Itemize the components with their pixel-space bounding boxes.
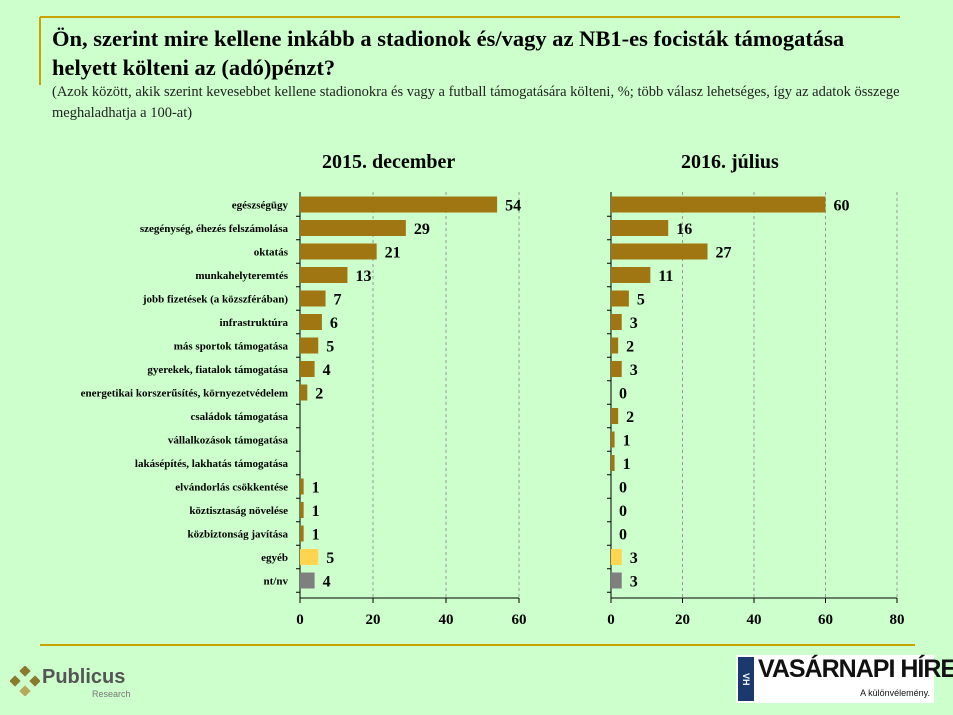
publicus-sub: Research	[92, 689, 131, 699]
data-label: 29	[414, 221, 430, 238]
bar	[611, 314, 622, 330]
bar	[611, 408, 619, 424]
bar	[611, 572, 622, 589]
bar	[300, 478, 304, 495]
bar	[300, 220, 406, 236]
data-label: 3	[630, 315, 638, 332]
category-label: lakásépítés, lakhatás támogatása	[135, 458, 289, 470]
bar	[300, 384, 308, 401]
data-label: 1	[312, 480, 320, 497]
bar	[611, 455, 615, 471]
data-label: 4	[323, 362, 331, 379]
x-tick-label: 40	[747, 612, 762, 628]
x-tick-label: 40	[439, 612, 454, 628]
panel-title-2015: 2015. december	[322, 151, 456, 173]
data-label: 7	[334, 292, 342, 309]
vh-badge: VH	[738, 657, 754, 701]
category-label: egészségügy	[232, 200, 289, 212]
vh-name: VASÁRNAPI HÍREK	[758, 655, 953, 683]
category-label: elvándorlás csökkentése	[175, 482, 288, 494]
data-label: 3	[630, 550, 638, 567]
bar	[300, 549, 319, 565]
category-label: vállalkozások támogatása	[168, 435, 289, 447]
category-label: nt/nv	[264, 576, 289, 588]
x-tick-label: 60	[818, 612, 833, 628]
bar	[300, 314, 322, 330]
category-label: gyerekek, fiatalok támogatása	[147, 364, 288, 376]
x-tick-label: 0	[296, 612, 304, 628]
category-label: energetikai korszerűsítés, környezetvéde…	[81, 388, 288, 400]
bar	[611, 267, 651, 283]
bar	[300, 267, 348, 283]
bar	[611, 337, 619, 354]
bar	[300, 361, 315, 377]
category-label: közbiztonság javítása	[187, 529, 288, 541]
header: Ön, szerint mire kellene inkább a stadio…	[52, 24, 912, 124]
category-label: oktatás	[254, 247, 289, 259]
data-label: 2	[315, 386, 323, 403]
category-label: egyéb	[261, 552, 288, 564]
data-label: 1	[312, 527, 320, 544]
vasarnapi-hirek-logo: VH VASÁRNAPI HÍREK A különvélemény.	[736, 655, 953, 703]
category-label: szegénység, éhezés felszámolása	[140, 223, 289, 235]
category-label: más sportok támogatása	[174, 341, 289, 353]
bar	[300, 572, 315, 589]
data-label: 1	[623, 433, 631, 450]
bar	[611, 196, 826, 213]
bar	[300, 337, 319, 354]
data-label: 4	[323, 574, 331, 591]
bar	[611, 243, 708, 260]
x-tick-label: 20	[366, 612, 381, 628]
data-label: 5	[326, 550, 334, 567]
category-label: infrastruktúra	[220, 317, 289, 329]
panel-title-2016: 2016. július	[681, 151, 779, 173]
data-label: 0	[619, 527, 627, 544]
data-label: 60	[834, 198, 850, 215]
x-tick-label: 0	[607, 612, 615, 628]
bar	[300, 525, 304, 542]
bar	[300, 502, 304, 518]
bar	[300, 196, 498, 213]
bar	[611, 361, 622, 377]
page-title: Ön, szerint mire kellene inkább a stadio…	[52, 26, 845, 80]
data-label: 13	[355, 268, 371, 285]
data-label: 5	[326, 339, 334, 356]
data-label: 16	[676, 221, 692, 238]
vh-tagline: A különvélemény.	[860, 688, 930, 698]
data-label: 3	[630, 362, 638, 379]
data-label: 5	[637, 292, 645, 309]
x-tick-label: 80	[890, 612, 905, 628]
publicus-name: Publicus	[42, 666, 126, 688]
data-label: 6	[330, 315, 338, 332]
category-label: jobb fizetések (a közszférában)	[142, 294, 288, 306]
publicus-mark-icon	[10, 666, 40, 696]
category-label: köztisztaság növelése	[189, 505, 288, 517]
data-label: 1	[312, 503, 320, 520]
data-label: 11	[658, 268, 673, 285]
bar	[300, 290, 326, 307]
data-label: 2	[626, 409, 634, 426]
x-tick-label: 20	[675, 612, 690, 628]
category-label: munkahelyteremtés	[195, 270, 288, 282]
data-label: 27	[716, 245, 732, 262]
data-label: 21	[385, 245, 401, 262]
bar	[300, 243, 377, 260]
data-label: 0	[619, 386, 627, 403]
data-label: 0	[619, 480, 627, 497]
data-label: 0	[619, 503, 627, 520]
publicus-logo: Publicus Research	[10, 660, 150, 705]
x-tick-label: 60	[512, 612, 527, 628]
bar	[611, 290, 629, 307]
bar	[611, 431, 615, 448]
category-label: családok támogatása	[191, 411, 289, 423]
data-label: 3	[630, 574, 638, 591]
page-subtitle: (Azok között, akik szerint kevesebbet ke…	[52, 84, 900, 121]
data-label: 2	[626, 339, 634, 356]
bar	[611, 220, 669, 236]
data-label: 1	[623, 456, 631, 473]
bar	[611, 549, 622, 565]
data-label: 54	[505, 198, 521, 215]
